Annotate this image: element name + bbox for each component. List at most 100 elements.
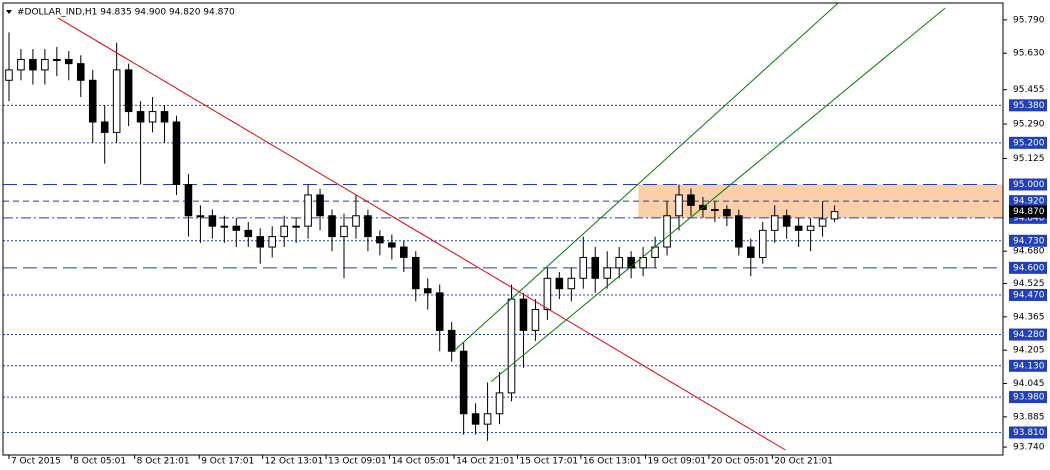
level-label: 95.380	[1013, 101, 1045, 111]
x-tick-label: 20 Oct 05:01	[711, 457, 770, 467]
candle-body	[782, 215, 791, 227]
candle-body	[555, 277, 564, 290]
y-tick-label: 95.630	[1013, 49, 1045, 59]
level-label-box	[1009, 426, 1047, 439]
y-tick-label: 95.125	[1013, 154, 1045, 164]
candle-body	[483, 413, 492, 425]
x-tick-label: 20 Oct 21:01	[774, 457, 833, 467]
menu-arrow[interactable]	[6, 10, 12, 14]
candle-body	[148, 111, 157, 123]
candle-body	[735, 215, 743, 248]
candle-body	[88, 79, 97, 123]
candle-body	[471, 413, 480, 425]
candle-body	[746, 246, 755, 258]
x-tick-label: 14 Oct 05:01	[391, 457, 450, 467]
candle-body	[627, 256, 635, 269]
candle-body	[280, 225, 288, 238]
trend-line	[453, 3, 839, 352]
candle-body	[160, 111, 169, 123]
current-price-box	[1009, 205, 1047, 218]
candle-body	[244, 229, 253, 238]
candle-body	[531, 309, 540, 331]
chart-title: #DOLLAR_IND,H1 94.835 94.900 94.820 94.8…	[17, 8, 235, 18]
candle-body	[376, 236, 384, 244]
level-label-box	[1009, 136, 1047, 149]
trend-line	[57, 17, 786, 451]
candle-body	[567, 277, 576, 290]
x-tick-label: 15 Oct 17:01	[519, 457, 578, 467]
candle-body	[65, 58, 73, 65]
candle-body	[591, 256, 600, 279]
level-label-box	[1009, 328, 1047, 341]
level-label: 94.920	[1013, 197, 1045, 207]
candle-body	[758, 229, 767, 258]
y-tick-label: 95.290	[1013, 120, 1045, 130]
candle-body	[292, 225, 300, 228]
candle-body	[41, 58, 49, 71]
candle-body	[675, 194, 683, 217]
level-label: 94.730	[1013, 236, 1045, 246]
current-price-label: 94.870	[1013, 207, 1045, 217]
x-tick-label: 12 Oct 13:01	[265, 457, 324, 467]
candle-body	[340, 225, 348, 238]
candle-body	[639, 256, 647, 269]
candle-body	[172, 121, 181, 186]
candle-body	[579, 256, 588, 279]
candle-body	[615, 256, 623, 269]
level-label-box	[1009, 178, 1047, 191]
y-tick-label: 94.365	[1013, 312, 1045, 322]
candle-body	[184, 184, 193, 217]
x-tick-label: 8 Oct 05:01	[73, 457, 126, 467]
trend-line	[490, 7, 946, 383]
level-label-box	[1009, 195, 1047, 208]
plot-frame	[2, 2, 1004, 456]
level-label: 93.810	[1013, 428, 1045, 438]
plot-area	[3, 3, 1003, 451]
candle-body	[53, 58, 61, 61]
candle-body	[364, 215, 372, 238]
candle-body	[76, 63, 85, 81]
candle-body	[770, 215, 779, 231]
candle-body	[29, 58, 37, 71]
candle-body	[543, 277, 552, 311]
candle-body	[124, 69, 133, 113]
level-label-box	[1009, 359, 1047, 372]
x-tick-label: 13 Oct 09:01	[328, 457, 387, 467]
candle-body	[100, 121, 109, 133]
x-tick-label: 7 Oct 2015	[11, 457, 61, 467]
candle-body	[830, 211, 839, 220]
candle-body	[388, 242, 396, 248]
candle-body	[411, 256, 420, 290]
y-tick-label: 94.045	[1013, 379, 1045, 389]
candle-body	[495, 392, 504, 415]
candle-body	[208, 215, 217, 227]
candle-body	[459, 350, 468, 415]
level-label: 95.000	[1013, 180, 1045, 190]
level-label: 95.200	[1013, 138, 1045, 148]
candle-body	[196, 215, 205, 218]
candle-body	[352, 215, 360, 227]
level-label: 94.470	[1013, 290, 1045, 300]
candle-body	[818, 218, 827, 227]
candle-body	[723, 209, 731, 217]
y-tick-label: 94.205	[1013, 346, 1045, 356]
x-tick-label: 16 Oct 13:01	[583, 457, 642, 467]
level-label: 94.280	[1013, 330, 1045, 340]
candle-body	[435, 292, 444, 331]
candle-body	[17, 58, 25, 71]
candle-body	[268, 236, 276, 248]
candle-body	[711, 209, 719, 212]
x-tick-label: 14 Oct 21:01	[456, 457, 515, 467]
y-tick-label: 93.885	[1013, 412, 1045, 422]
candle-body	[400, 246, 408, 258]
candle-body	[316, 194, 324, 217]
y-tick-label: 95.455	[1013, 85, 1045, 95]
candle-body	[5, 69, 13, 81]
level-label-box	[1009, 288, 1047, 301]
y-tick-label: 93.740	[1013, 443, 1045, 453]
y-tick-label: 95.790	[1013, 15, 1045, 25]
x-tick-label: 9 Oct 17:01	[201, 457, 254, 467]
candle-body	[112, 69, 121, 133]
candle-body	[136, 111, 145, 123]
